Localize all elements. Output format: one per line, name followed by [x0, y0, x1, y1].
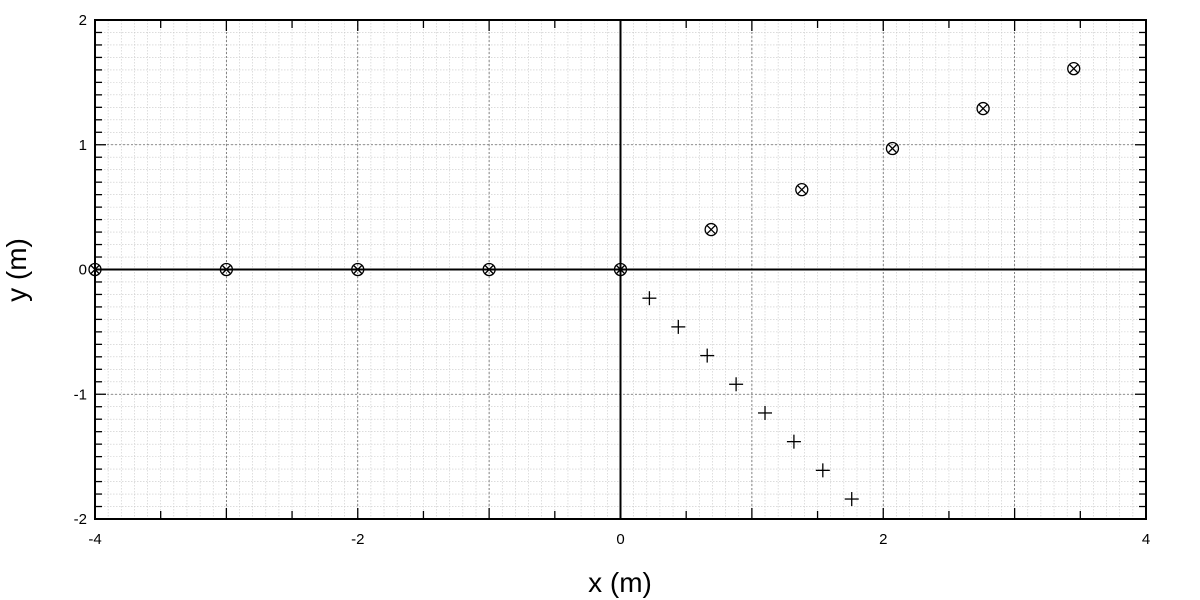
y-tick-label: 1 — [79, 137, 87, 154]
marker-circle — [704, 222, 718, 237]
circle-x-marker — [704, 222, 718, 237]
data-points — [88, 62, 1081, 507]
y-tick-label: -2 — [74, 511, 87, 528]
circle-x-marker — [482, 262, 496, 277]
y-tick-label: 0 — [79, 262, 87, 279]
marker-circle — [219, 262, 234, 277]
circle-x-marker — [795, 183, 809, 197]
x-tick-label: 0 — [616, 531, 624, 548]
marker-circle — [1067, 62, 1081, 76]
plus-marker — [786, 434, 801, 449]
marker-cross-stroke — [978, 104, 988, 114]
plus-marker — [729, 377, 744, 392]
circle-x-marker — [1067, 62, 1081, 76]
x-tick-label: -4 — [88, 531, 101, 548]
circle-x-marker — [613, 262, 628, 277]
circle-x-marker — [219, 262, 234, 277]
marker-cross-stroke — [887, 144, 897, 153]
x-tick-label: 2 — [879, 531, 887, 548]
marker-cross-stroke — [616, 265, 625, 274]
x-axis-title: x (m) — [588, 567, 652, 598]
marker-circle — [351, 262, 365, 277]
marker-cross-stroke — [90, 265, 100, 274]
marker-circle — [795, 183, 809, 197]
plus-marker — [700, 348, 715, 363]
x-tick-label: -2 — [351, 531, 364, 548]
marker-circle — [613, 262, 628, 277]
tick-marks — [94, 19, 1147, 520]
marker-cross-stroke — [797, 185, 807, 195]
y-tick-label: 2 — [79, 12, 87, 29]
plus-marker — [815, 463, 830, 478]
marker-cross-stroke — [706, 225, 716, 235]
marker-cross-stroke — [1069, 64, 1079, 74]
marker-circle — [976, 101, 990, 116]
x-tick-label: 4 — [1142, 531, 1150, 548]
circle-x-marker — [885, 141, 900, 156]
plus-marker — [844, 492, 859, 507]
marker-cross-stroke — [221, 265, 231, 274]
marker-cross-stroke — [484, 265, 494, 274]
marker-circle — [482, 262, 496, 277]
y-tick-label: -1 — [74, 386, 87, 403]
marker-circle — [885, 141, 900, 156]
circle-x-marker — [88, 262, 102, 277]
plus-marker — [758, 405, 773, 420]
plus-marker — [642, 291, 657, 306]
y-axis-title: y (m) — [1, 238, 32, 302]
plus-marker — [671, 319, 686, 334]
circle-x-marker — [351, 262, 365, 277]
circle-x-marker — [976, 101, 990, 116]
marker-circle — [88, 262, 102, 277]
marker-cross-stroke — [353, 265, 363, 274]
